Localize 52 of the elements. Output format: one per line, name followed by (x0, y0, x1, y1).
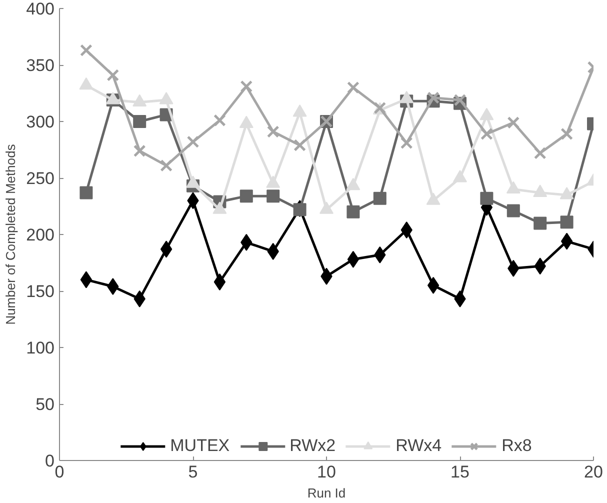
point (266, 190, 280, 203)
legend-label: Rx8 (502, 436, 532, 456)
point (454, 94, 466, 106)
point (373, 192, 386, 205)
point (534, 146, 546, 160)
y-tick-label: 200 (26, 226, 55, 244)
point (80, 271, 92, 288)
x-tick-label: 20 (584, 462, 603, 482)
point (133, 115, 146, 128)
point (560, 232, 573, 250)
point (534, 216, 547, 230)
y-tick-label: 150 (26, 282, 55, 301)
point (80, 186, 93, 200)
point (480, 128, 493, 140)
y-tick-label: 100 (26, 338, 55, 358)
point (240, 80, 253, 93)
point (214, 114, 226, 127)
y-tick-label: 350 (26, 56, 55, 75)
legend-label: MUTEX (170, 436, 230, 456)
y-tick-label: 300 (26, 112, 55, 132)
point (160, 159, 172, 172)
point (347, 250, 360, 268)
legend-label: RWx4 (396, 436, 442, 456)
point (106, 68, 120, 82)
point (427, 92, 440, 104)
legend-label: RWx2 (290, 436, 336, 456)
point (427, 276, 440, 294)
point (266, 125, 280, 138)
point (560, 216, 574, 229)
y-tick-label: 250 (26, 169, 55, 188)
point (506, 204, 520, 218)
point (480, 192, 494, 205)
y-tick-label: 400 (26, 0, 55, 18)
x-tick-label: 15 (450, 462, 470, 482)
point (240, 190, 253, 203)
y-tick-label: 50 (36, 395, 55, 414)
point (80, 44, 92, 57)
point (186, 136, 200, 148)
point (293, 203, 306, 216)
point (160, 240, 172, 258)
point (400, 136, 413, 150)
point (560, 128, 573, 140)
y-axis-title: Number of Completed Methods (3, 144, 18, 325)
point (294, 139, 306, 152)
x-axis-title: Run Id (307, 486, 346, 500)
x-tick-label: 10 (317, 462, 336, 482)
x-tick-label: 5 (188, 462, 198, 482)
point (346, 205, 360, 218)
point (507, 116, 520, 129)
point (214, 273, 226, 290)
point (133, 144, 146, 158)
point (347, 81, 360, 94)
